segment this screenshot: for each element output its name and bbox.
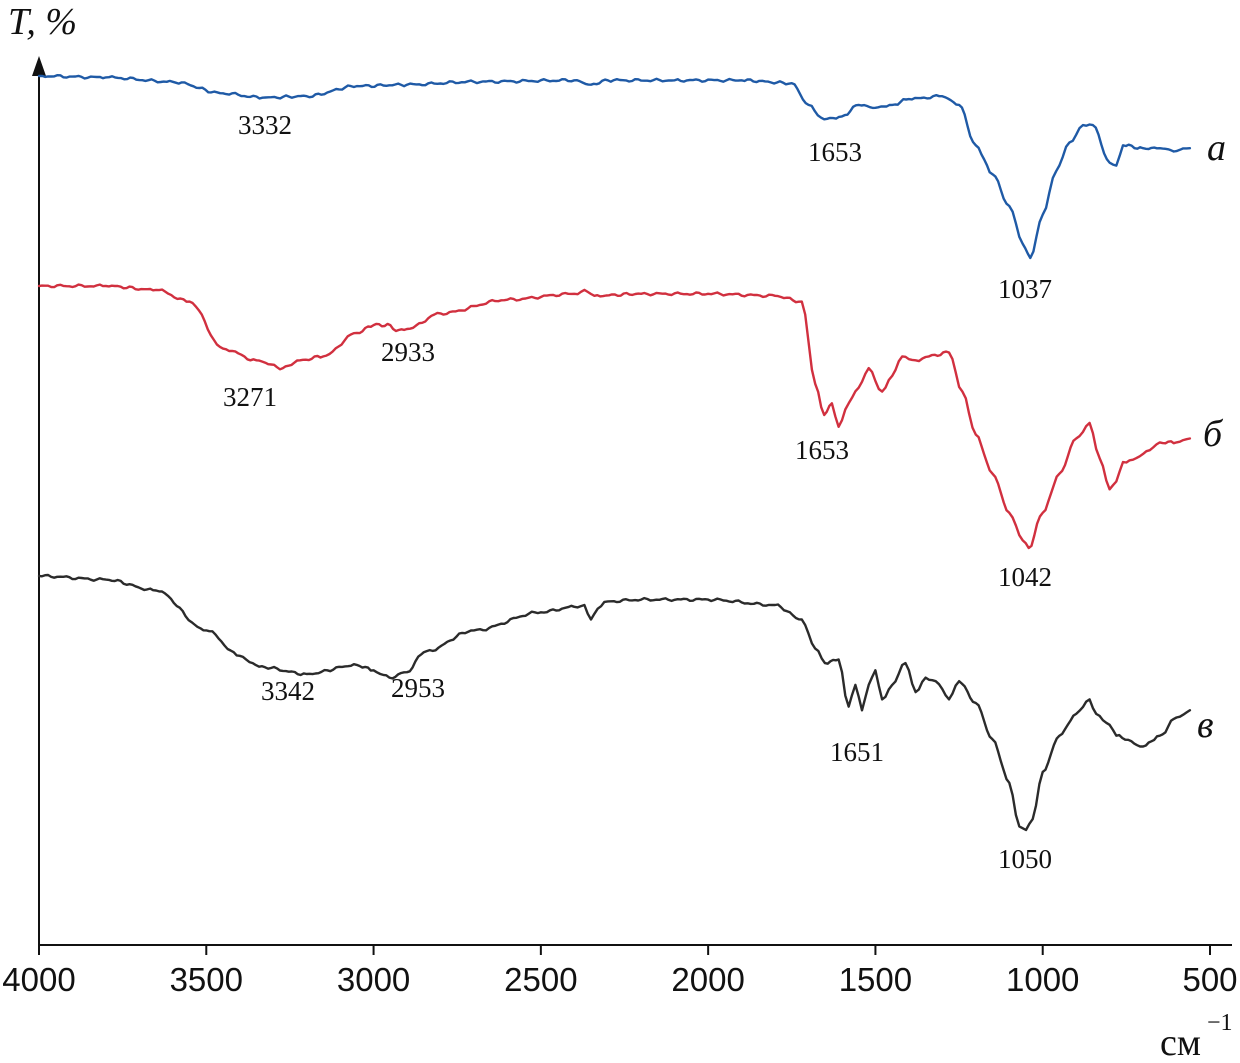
series-line-c [37,573,1192,832]
x-tick-label: 2500 [504,961,577,998]
peak-label: 3332 [238,110,292,140]
x-tick-label: 1500 [839,961,912,998]
x-tick-label: 1000 [1006,961,1079,998]
x-axis-title: см [1160,1022,1201,1063]
peak-labels-c: 3342 2953 1651 1050 [261,673,1052,874]
x-axis-title-exponent: −1 [1207,1010,1233,1036]
peak-label: 2953 [391,673,445,703]
x-tick-label: 3500 [170,961,243,998]
series-layer [37,74,1192,832]
peak-label: 1050 [998,844,1052,874]
peak-label: 1042 [998,562,1052,592]
series-label-b: б [1203,413,1224,455]
y-axis-arrow [32,56,46,76]
x-tick-label: 500 [1182,961,1237,998]
series-label-c: в [1197,704,1214,746]
series-line-b [37,283,1192,550]
peak-label: 1651 [830,737,884,767]
series-label-a: а [1207,127,1226,169]
x-tick-label: 2000 [671,961,744,998]
peak-label: 3271 [223,382,277,412]
x-tick-label: 4000 [2,961,75,998]
series-line-a [37,74,1192,260]
x-tick-label: 3000 [337,961,410,998]
peak-label: 1037 [998,274,1052,304]
x-ticks: 4000 3500 3000 2500 2000 1500 1000 500 [2,945,1238,998]
peak-label: 2933 [381,337,435,367]
peak-label: 1653 [808,137,862,167]
peak-label: 3342 [261,676,315,706]
peak-labels-b: 3271 2933 1653 1042 [223,337,1052,592]
y-axis-title: T, % [8,1,77,43]
peak-labels-a: 3332 1653 1037 [238,110,1052,304]
peak-label: 1653 [795,435,849,465]
